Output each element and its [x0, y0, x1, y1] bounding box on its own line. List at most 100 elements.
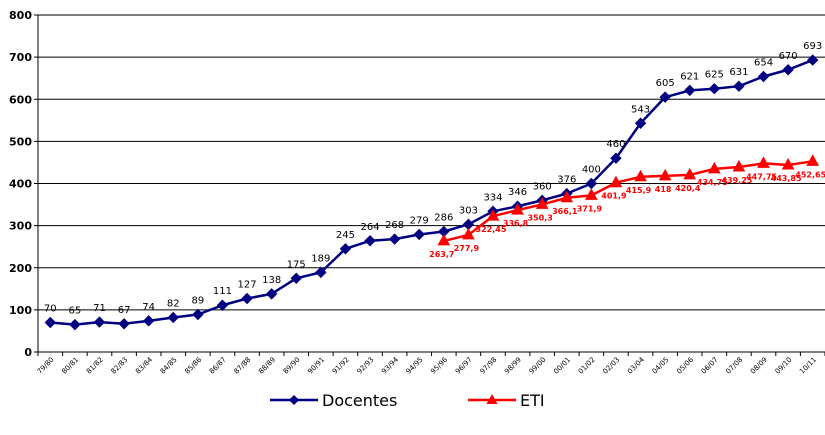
point-docentes [413, 228, 425, 241]
y-tick-label: 100 [9, 304, 32, 317]
data-labels: 70 65 71 67 74 82 89 111 127 138 175 189 245 264 268 27… [44, 41, 825, 317]
point-docentes [118, 318, 130, 330]
x-tick-label: 02/03 [601, 356, 621, 376]
point-eti [781, 157, 795, 170]
point-docentes [69, 318, 81, 331]
legend-label-eti: ETI [520, 391, 545, 410]
y-tick-label: 400 [9, 178, 32, 191]
point-docentes [634, 117, 647, 129]
x-tick-label: 97/98 [478, 356, 498, 376]
data-label-docentes: 111 [213, 286, 232, 297]
point-eti [658, 168, 672, 181]
point-docentes [782, 64, 794, 76]
data-label-eti: 366,1 [552, 207, 578, 216]
point-docentes [265, 288, 278, 300]
x-tick-label: 92/93 [355, 356, 375, 376]
data-label-eti: 420,4 [675, 184, 701, 193]
data-label-docentes: 376 [557, 175, 576, 186]
x-tick-label: 01/02 [577, 356, 597, 376]
data-label-docentes: 268 [385, 220, 404, 231]
x-tick-label: 80/81 [60, 356, 80, 376]
y-tick-label: 500 [9, 135, 32, 148]
point-eti [437, 233, 451, 246]
data-label-docentes: 89 [191, 296, 204, 307]
point-eti [732, 159, 746, 172]
point-eti [560, 190, 574, 203]
point-docentes [192, 308, 204, 321]
data-label-eti: 336,8 [503, 219, 529, 228]
data-label-eti: 350,3 [528, 213, 553, 222]
data-label-eti: 415,9 [626, 186, 652, 195]
legend-marker-eti [486, 394, 498, 404]
legend-label-docentes: Docentes [322, 391, 397, 410]
y-tick-labels: 0 100 200 300 400 500 600 700 800 [9, 9, 32, 359]
x-tick-label: 93/94 [380, 355, 400, 375]
x-tick-label: 96/97 [454, 356, 474, 376]
point-eti [683, 167, 697, 180]
point-docentes [610, 152, 622, 164]
x-tick-label: 06/07 [700, 356, 720, 376]
axes [34, 14, 825, 356]
x-tick-label: 90/91 [306, 356, 326, 376]
x-tick-label: 85/86 [183, 355, 203, 375]
y-tick-label: 700 [9, 51, 32, 64]
point-eti [707, 161, 721, 174]
x-tick-label: 03/04 [626, 355, 646, 375]
x-tick-label: 98/99 [503, 356, 523, 376]
point-docentes [216, 299, 229, 311]
data-label-docentes: 654 [754, 58, 773, 69]
point-eti [806, 154, 820, 166]
data-label-docentes: 127 [238, 280, 257, 291]
data-label-docentes: 286 [434, 213, 453, 224]
point-docentes [806, 54, 819, 66]
data-label-eti: 277,9 [454, 244, 480, 253]
data-label-eti: 443,85 [771, 174, 802, 183]
x-tick-label: 88/89 [257, 356, 277, 376]
data-label-docentes: 82 [167, 298, 180, 309]
y-tick-label: 800 [9, 9, 32, 22]
series-markers [44, 54, 820, 331]
y-tick-label: 0 [24, 346, 32, 359]
data-label-eti: 439,25 [721, 176, 752, 185]
data-label-docentes: 605 [656, 78, 675, 89]
point-docentes [339, 243, 352, 255]
data-label-docentes: 631 [729, 67, 748, 78]
data-label-eti: 401,9 [601, 192, 627, 201]
point-docentes [167, 311, 179, 324]
point-eti [462, 227, 475, 240]
point-docentes [364, 235, 376, 247]
x-tick-label: 07/08 [724, 356, 744, 376]
data-label-docentes: 264 [360, 222, 379, 233]
data-label-eti: 434,75 [697, 178, 728, 187]
y-tick-label: 300 [9, 220, 32, 233]
x-tick-label: 08/09 [749, 356, 769, 376]
data-label-docentes: 693 [803, 41, 822, 52]
data-label-docentes: 621 [680, 71, 699, 82]
x-tick-labels: 79/80 80/81 81/82 82/83 83/84 84/85 85/86 86/87… [36, 355, 818, 375]
point-docentes [315, 266, 327, 279]
data-label-docentes: 346 [508, 187, 527, 198]
data-label-docentes: 67 [118, 305, 131, 316]
x-tick-label: 04/05 [651, 356, 671, 376]
data-label-eti: 452,65 [795, 170, 825, 179]
data-label-eti: 447,75 [746, 172, 777, 181]
point-docentes [659, 91, 671, 103]
x-tick-label: 86/87 [208, 356, 228, 376]
data-label-docentes: 65 [69, 306, 82, 317]
x-tick-label: 83/84 [134, 355, 154, 375]
legend: Docentes ETI [270, 391, 545, 410]
y-tick-label: 200 [9, 262, 32, 275]
point-eti [634, 169, 647, 182]
data-label-docentes: 74 [142, 302, 155, 313]
data-label-docentes: 460 [606, 139, 625, 150]
x-tick-label: 09/10 [774, 356, 794, 376]
point-docentes [241, 292, 253, 305]
x-tick-label: 99/00 [528, 356, 548, 376]
point-eti [609, 175, 623, 188]
data-label-docentes: 543 [631, 104, 650, 115]
data-label-docentes: 334 [483, 192, 502, 203]
point-docentes [684, 84, 696, 97]
x-tick-label: 82/83 [110, 356, 130, 376]
data-label-eti: 263,7 [429, 250, 454, 259]
x-tick-label: 89/90 [282, 356, 302, 376]
